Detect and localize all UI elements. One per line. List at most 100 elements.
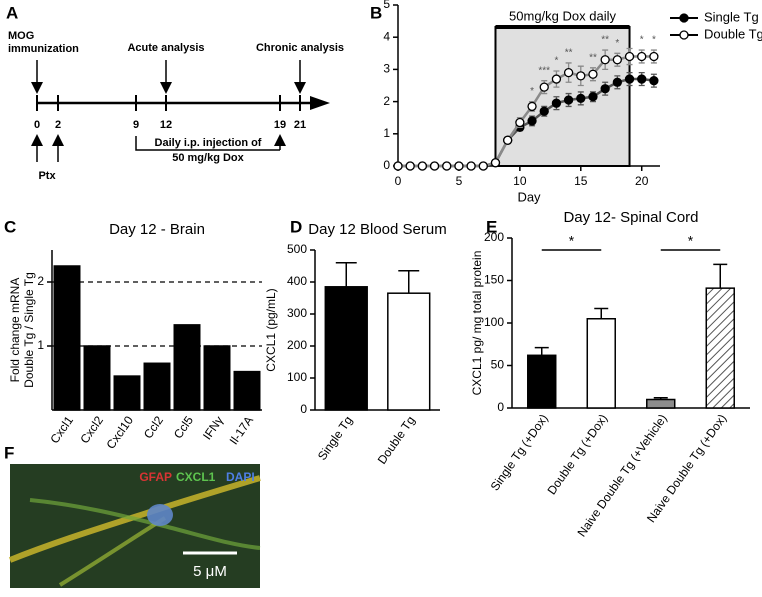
significance: * [569, 233, 575, 249]
data-point [576, 93, 586, 104]
channel-label: DAPI [226, 470, 255, 484]
y-tick-label: 1 [37, 338, 44, 352]
data-point [649, 76, 659, 86]
data-point [429, 161, 440, 171]
x-tick-label: Cxcl10 [104, 413, 137, 451]
y-axis-label: Double Tg / Single Tg [22, 272, 36, 388]
data-point [405, 161, 415, 171]
error-bar [335, 262, 357, 287]
y-axis-label: CXCL1 (pg/mL) [264, 288, 278, 371]
legend-marker [679, 30, 689, 40]
data-point [588, 69, 598, 79]
data-point [588, 92, 598, 102]
legend-marker [679, 13, 689, 23]
x-tick-label: 10 [513, 174, 527, 188]
data-point [442, 161, 452, 171]
bar [203, 345, 231, 411]
data-point [393, 161, 403, 171]
data-point [490, 158, 501, 168]
y-axis-label: CXCL1 pg/ mg total protein [470, 251, 484, 396]
x-tick-label: Cxcl2 [77, 413, 106, 446]
y-tick-label: 500 [287, 242, 307, 256]
x-tick-label: Il-17A [227, 414, 256, 448]
data-point [612, 55, 622, 65]
panel-label: A [6, 3, 18, 22]
data-point [539, 82, 549, 92]
bar [324, 286, 368, 411]
timeline-label: MOG [8, 30, 34, 42]
x-tick-label: IFNγ [200, 414, 226, 443]
treatment-label: 50mg/kg Dox daily [509, 8, 616, 23]
bar [113, 375, 141, 411]
significance: * [640, 35, 644, 46]
x-tick-label: Ccl5 [171, 413, 196, 441]
error-bar [713, 263, 728, 289]
y-tick-label: 3 [383, 62, 390, 76]
x-tick-label: 15 [574, 174, 588, 188]
significance: ** [589, 52, 597, 63]
timeline-label: Chronic analysis [256, 42, 344, 54]
timeline-tick-label: 19 [274, 119, 286, 131]
y-tick-label: 100 [484, 315, 504, 329]
data-point [466, 161, 476, 171]
legend-label: Single Tg [704, 9, 759, 24]
timeline-label: 50 mg/kg Dox [172, 152, 244, 164]
data-point [515, 117, 525, 128]
data-point [637, 74, 647, 84]
bracket [135, 136, 280, 151]
x-tick-label: Single Tg [315, 414, 355, 463]
y-tick-label: 0 [497, 400, 504, 414]
x-tick-label: 20 [635, 174, 649, 188]
y-tick-label: 150 [484, 273, 504, 287]
legend-label: Double Tg [704, 26, 762, 41]
y-tick-label: 0 [300, 402, 307, 416]
y-tick-label: 50 [491, 358, 505, 372]
y-tick-label: 4 [383, 29, 390, 43]
bar [586, 318, 616, 409]
timeline-tick-label: 21 [294, 119, 306, 131]
significance: * [554, 56, 558, 67]
timeline-label: Daily i.p. injection of [155, 137, 262, 149]
bar [53, 265, 81, 411]
bar [83, 345, 111, 411]
data-point [624, 51, 635, 62]
data-point [478, 161, 488, 171]
timeline-label: Ptx [38, 170, 56, 182]
x-tick-label: 5 [456, 174, 463, 188]
timeline-tick-label: 0 [34, 119, 40, 131]
significance: * [652, 35, 656, 46]
error-bar [398, 270, 420, 294]
data-point [551, 98, 562, 108]
y-tick-label: 2 [37, 274, 44, 288]
data-point [454, 161, 464, 171]
timeline-tick-label: 9 [133, 119, 139, 131]
bar [387, 292, 431, 411]
timeline-label: Acute analysis [127, 42, 204, 54]
significance: * [688, 233, 694, 249]
significance: ** [565, 48, 573, 59]
y-tick-label: 5 [383, 0, 390, 11]
data-point [576, 71, 586, 81]
x-tick-label: Double Tg [375, 414, 418, 467]
error-bar [534, 346, 549, 356]
y-tick-label: 0 [383, 158, 390, 172]
treatment-period [494, 26, 631, 167]
x-tick-label: Cxcl1 [47, 413, 76, 446]
data-point [600, 84, 610, 94]
series-line [398, 55, 654, 168]
x-tick-label: Single Tg (+Dox) [488, 412, 551, 494]
arrow-head [310, 96, 330, 110]
data-point [612, 77, 622, 87]
chart-title: Day 12 Blood Serum [308, 221, 446, 238]
data-point [624, 74, 635, 84]
y-tick-label: 300 [287, 306, 307, 320]
y-tick-label: 1 [383, 126, 390, 140]
data-point [417, 161, 428, 171]
bar [233, 370, 261, 411]
panel-label: E [486, 217, 497, 236]
chart-title: Day 12- Spinal Cord [563, 209, 698, 226]
panel-label: F [4, 443, 14, 462]
y-tick-label: 200 [484, 230, 504, 244]
data-point [527, 116, 537, 126]
